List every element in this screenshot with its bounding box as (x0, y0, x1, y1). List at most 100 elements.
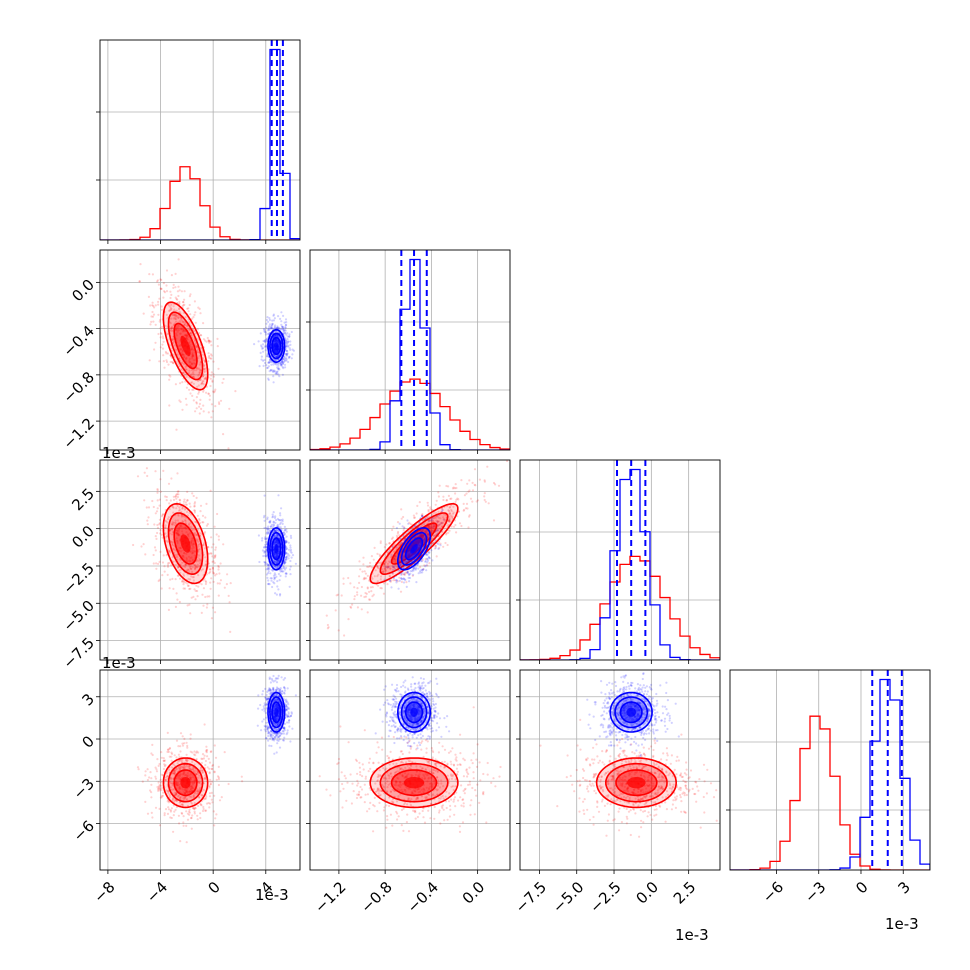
x-tick-label: −0.8 (357, 878, 395, 916)
contour-line (609, 691, 653, 733)
contour-line (173, 322, 198, 370)
y-tick-label: −0.4 (60, 322, 98, 360)
panel-1-0 (96, 249, 301, 454)
panel-content (100, 460, 300, 660)
density-fill (180, 777, 191, 789)
scale-note-col-0: 1e-3 (255, 886, 289, 904)
y-tick-label: 0 (79, 732, 98, 751)
scatter-points (539, 718, 718, 838)
density-fill (410, 544, 418, 554)
contour-line (400, 696, 428, 729)
x-tick-label: 3 (895, 878, 914, 897)
panel-content (520, 460, 720, 660)
histogram-line (310, 378, 510, 450)
contour-line (271, 701, 282, 724)
panel-content (310, 670, 510, 870)
contour-line (390, 769, 438, 797)
contour-line (369, 502, 459, 585)
contour-line (267, 527, 286, 571)
contour-line (379, 762, 449, 803)
scatter-points (318, 706, 502, 834)
panel-2-1 (306, 459, 511, 664)
density-fill (180, 335, 191, 357)
contour-line (269, 531, 284, 566)
scale-note-row-2: 1e-3 (102, 654, 136, 672)
panels (96, 39, 931, 874)
x-tick-label: −1.2 (311, 878, 349, 916)
histogram-line (100, 48, 300, 240)
x-tick-label: −2.5 (586, 878, 624, 916)
density-fill (274, 544, 279, 554)
scale-note-row-1: 1e-3 (102, 444, 136, 462)
contour-line (396, 527, 432, 571)
contour-line (404, 701, 424, 724)
y-tick-label: −2.5 (60, 559, 98, 597)
contour-line (267, 328, 286, 364)
contour-line (167, 512, 204, 576)
y-tick-label: 0.0 (68, 522, 98, 552)
panel-frame (309, 669, 511, 871)
x-tick-label: −6 (759, 878, 787, 906)
contour-line (167, 762, 204, 803)
y-tick-label: −7.5 (60, 634, 98, 672)
y-tick-label: 3 (79, 690, 98, 709)
panel-3-0 (96, 669, 301, 874)
density-fill (274, 342, 279, 350)
density-fill (403, 534, 425, 553)
density-fill (180, 534, 191, 553)
y-tick-label: −6 (70, 817, 98, 845)
x-tick-label: −5.0 (549, 878, 587, 916)
contour-line (396, 691, 432, 733)
contour-line (604, 762, 668, 803)
contour-line (162, 757, 209, 809)
panel-content (310, 460, 510, 660)
density-fill (403, 777, 425, 789)
density-fill (274, 707, 279, 717)
scale-note-col-3: 1e-3 (885, 915, 919, 933)
x-tick-label: 0.0 (632, 878, 662, 908)
contour-line (167, 311, 204, 381)
contour-line (369, 757, 459, 809)
contour-line (614, 696, 649, 729)
y-tick-label: −5.0 (60, 597, 98, 635)
contour-line (267, 691, 286, 733)
y-tick-label: −1.2 (60, 414, 98, 452)
density-fill (626, 707, 636, 717)
contour-line (379, 512, 449, 576)
contour-line (595, 757, 678, 809)
contour-line (400, 531, 428, 566)
panel-frame (309, 249, 511, 451)
contour-line (615, 769, 658, 797)
panel-content (310, 250, 510, 450)
panel-3-2 (516, 669, 721, 874)
histogram-line (310, 258, 510, 450)
panel-frame (99, 39, 301, 241)
histogram-line (730, 678, 930, 870)
x-tick-label: −3 (801, 878, 829, 906)
contour-line (173, 769, 198, 797)
x-tick-label: 0.0 (459, 878, 489, 908)
contour-line (404, 537, 424, 561)
panel-1-1 (306, 249, 511, 454)
contour-line (271, 537, 282, 561)
scale-note-col-2: 1e-3 (675, 926, 709, 944)
panel-frame (519, 669, 721, 871)
density-fill (627, 777, 646, 789)
contour-line (173, 522, 198, 565)
panel-content (520, 670, 720, 870)
x-tick-label: −0.4 (404, 878, 442, 916)
y-tick-label: 2.5 (68, 485, 98, 515)
panel-3-3 (726, 669, 931, 874)
panel-content (730, 670, 930, 870)
y-tick-label: 0.0 (68, 276, 98, 306)
contour-line (162, 301, 209, 391)
x-tick-label: 0 (204, 878, 223, 897)
x-tick-label: 2.5 (670, 878, 700, 908)
panel-content (100, 40, 300, 240)
y-tick-label: −0.8 (60, 368, 98, 406)
panel-content (100, 670, 300, 870)
contour-line (269, 332, 284, 360)
panel-frame (519, 459, 721, 661)
panel-frame (309, 459, 511, 661)
